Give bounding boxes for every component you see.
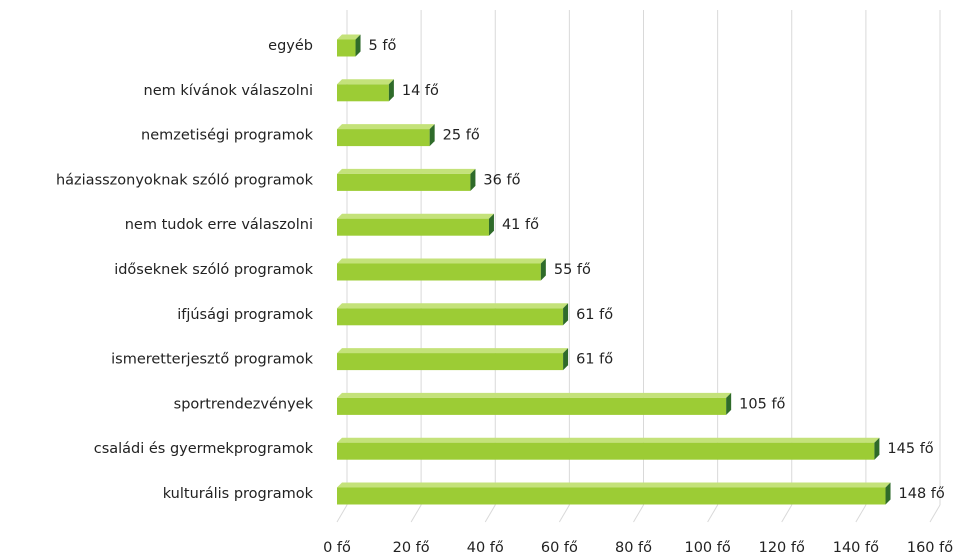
grid-line xyxy=(781,504,793,523)
bar-side xyxy=(488,213,494,236)
bar-side xyxy=(874,437,880,460)
bar xyxy=(337,84,389,102)
bar xyxy=(337,129,430,147)
bar-side xyxy=(726,392,732,415)
value-label: 14 fő xyxy=(402,83,439,99)
value-label: 148 fő xyxy=(899,486,945,502)
bar-side xyxy=(470,168,476,191)
bar-top xyxy=(337,482,891,488)
grid-line xyxy=(484,504,496,523)
bar xyxy=(337,442,875,460)
value-label: 145 fő xyxy=(887,441,933,457)
y-tick-label: ismeretterjesztő programok xyxy=(111,352,313,368)
bar-top xyxy=(337,168,476,174)
bar-top xyxy=(337,124,435,130)
bar-top xyxy=(337,34,361,40)
x-tick-label: 140 fő xyxy=(833,540,879,556)
bar-top xyxy=(337,79,394,85)
value-label: 36 fő xyxy=(483,172,520,188)
value-label: 61 fő xyxy=(576,352,613,368)
bar xyxy=(337,487,886,505)
y-tick-label: időseknek szóló programok xyxy=(114,262,313,278)
y-tick-label: kulturális programok xyxy=(163,486,314,502)
grid-line xyxy=(855,504,867,523)
grid-line xyxy=(410,504,422,523)
bar-top xyxy=(337,258,546,264)
bar xyxy=(337,397,727,415)
bar xyxy=(337,263,541,281)
value-label: 41 fő xyxy=(502,217,539,233)
bar xyxy=(337,173,471,191)
grid-line xyxy=(633,504,644,523)
x-tick-label: 0 fő xyxy=(323,540,351,556)
bar-side xyxy=(563,303,569,326)
y-tick-label: nem kívánok válaszolni xyxy=(144,83,313,99)
bar-side xyxy=(429,124,435,147)
bar-side xyxy=(540,258,546,281)
y-tick-label: háziasszonyoknak szóló programok xyxy=(56,172,314,188)
bar-side xyxy=(885,482,891,505)
bar-top xyxy=(337,303,569,309)
x-tick-label: 120 fő xyxy=(759,540,805,556)
bar-top xyxy=(337,437,880,443)
bar xyxy=(337,39,356,57)
x-tick-label: 60 fő xyxy=(541,540,578,556)
grid-line xyxy=(929,504,941,523)
y-tick-label: sportrendezvények xyxy=(174,396,314,412)
bar-side xyxy=(388,79,394,102)
y-tick-label: családi és gyermekprogramok xyxy=(94,441,314,457)
bar xyxy=(337,218,489,236)
value-label: 105 fő xyxy=(739,396,785,412)
x-tick-label: 20 fő xyxy=(393,540,430,556)
bar-side xyxy=(563,348,569,371)
grid-line xyxy=(336,504,348,523)
bar xyxy=(337,353,564,371)
y-tick-label: nem tudok erre válaszolni xyxy=(125,217,313,233)
x-tick-label: 80 fő xyxy=(615,540,652,556)
x-tick-label: 160 fő xyxy=(907,540,953,556)
bar-top xyxy=(337,213,494,219)
value-label: 5 fő xyxy=(369,38,397,54)
bar xyxy=(337,308,564,326)
y-tick-label: nemzetiségi programok xyxy=(141,128,314,144)
grid-line xyxy=(707,504,719,523)
bar-side xyxy=(355,34,361,57)
value-label: 61 fő xyxy=(576,307,613,323)
bar-top xyxy=(337,392,732,398)
grid-line xyxy=(558,504,570,523)
value-label: 55 fő xyxy=(554,262,591,278)
y-tick-label: egyéb xyxy=(268,38,313,54)
y-tick-label: ifjúsági programok xyxy=(177,307,313,323)
bar-top xyxy=(337,348,569,354)
value-label: 25 fő xyxy=(443,128,480,144)
x-tick-label: 40 fő xyxy=(467,540,504,556)
x-tick-label: 100 fő xyxy=(684,540,730,556)
